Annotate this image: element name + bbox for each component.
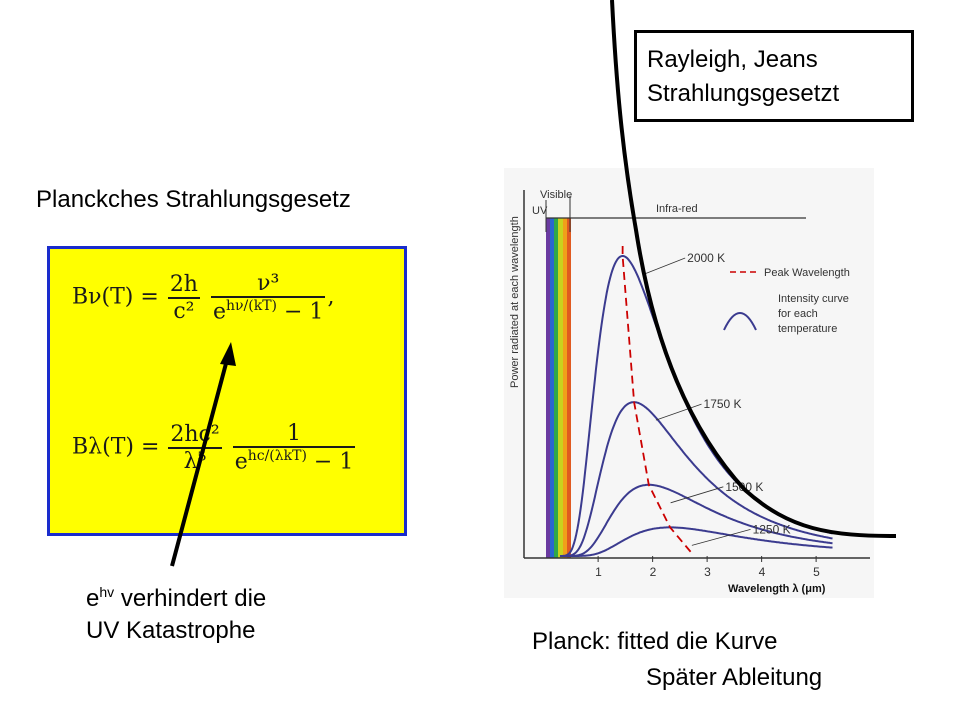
arrow-head xyxy=(220,342,236,366)
exponential-note: ehv verhindert die UV Katastrophe xyxy=(86,576,266,647)
intensity-curve-1500k xyxy=(560,483,833,557)
x-axis-label: Wavelength λ (μm) xyxy=(728,583,826,595)
legend-curve-line-2: for each xyxy=(778,308,818,320)
caption: Planck: fitted die Kurve Später Ableitun… xyxy=(532,624,822,696)
visible-spectrum-band xyxy=(546,218,571,558)
curve-label-leader xyxy=(670,486,724,504)
note-line-2: UV Katastrophe xyxy=(86,617,256,644)
planck-law-title: Planckches Strahlungsgesetz xyxy=(36,186,351,213)
x-tick-label: 1 xyxy=(595,565,602,579)
legend-curve-swatch xyxy=(723,312,757,331)
formula-b-nu-frac2: ν³ ehν/(kT) − 1 xyxy=(210,271,326,325)
formula-b-nu: Bν(T) = 2h c² ν³ ehν/(kT) − 1 , xyxy=(72,271,335,325)
formula-b-lambda-lhs: Bλ(T) = xyxy=(72,434,160,460)
formula-b-lambda: Bλ(T) = 2hc² λ⁵ 1 ehc/(λkT) − 1 xyxy=(72,421,357,474)
legend-curve-line-3: temperature xyxy=(778,323,837,335)
x-tick-labels: 1 2 3 4 5 xyxy=(595,556,820,579)
caption-line-1: Planck: fitted die Kurve xyxy=(532,628,778,655)
intensity-curve-1250k xyxy=(560,526,833,557)
rayleigh-jeans-label-box: Rayleigh, Jeans Strahlungsgesetzt xyxy=(634,30,914,122)
x-tick-label: 2 xyxy=(650,565,657,579)
formula-b-nu-frac1: 2h c² xyxy=(167,271,200,324)
intensity-curve-1750k xyxy=(560,401,833,557)
infrared-label: Infra-red xyxy=(656,203,698,215)
curve-label-leader xyxy=(644,257,686,275)
formula-b-nu-lhs: Bν(T) = xyxy=(72,284,159,310)
curve-label-1250k: 1250 K xyxy=(753,522,791,536)
caption-line-2: Später Ableitung xyxy=(646,664,823,691)
formula-b-lambda-frac1: 2hc² λ⁵ xyxy=(168,421,222,474)
arrow-shaft xyxy=(170,355,230,567)
peak-wavelength-line xyxy=(621,245,692,553)
uv-label: UV xyxy=(532,205,548,217)
x-tick-label: 4 xyxy=(759,565,766,579)
curve-label-1750k: 1750 K xyxy=(704,397,742,411)
x-tick-label: 3 xyxy=(704,565,711,579)
legend-curve-line-1: Intensity curve xyxy=(778,293,849,305)
y-axis-label: Power radiated at each wavelength xyxy=(509,216,521,388)
curve-label-leader xyxy=(691,529,751,546)
rayleigh-jeans-line-1: Rayleigh, Jeans xyxy=(647,46,818,73)
formula-b-lambda-frac2: 1 ehc/(λkT) − 1 xyxy=(232,421,356,475)
x-tick-label: 5 xyxy=(813,565,820,579)
curve-label-leader xyxy=(655,403,702,421)
legend-peak-label: Peak Wavelength xyxy=(764,267,850,279)
visible-label: Visible xyxy=(540,189,572,201)
rayleigh-jeans-curve xyxy=(610,0,897,538)
rayleigh-jeans-line-2: Strahlungsgesetzt xyxy=(647,80,840,107)
formula-box: Bν(T) = 2h c² ν³ ehν/(kT) − 1 , Bλ(T) = … xyxy=(47,246,407,536)
curve-label-2000k: 2000 K xyxy=(687,251,725,265)
note-line-1: ehv verhindert die xyxy=(86,584,267,612)
